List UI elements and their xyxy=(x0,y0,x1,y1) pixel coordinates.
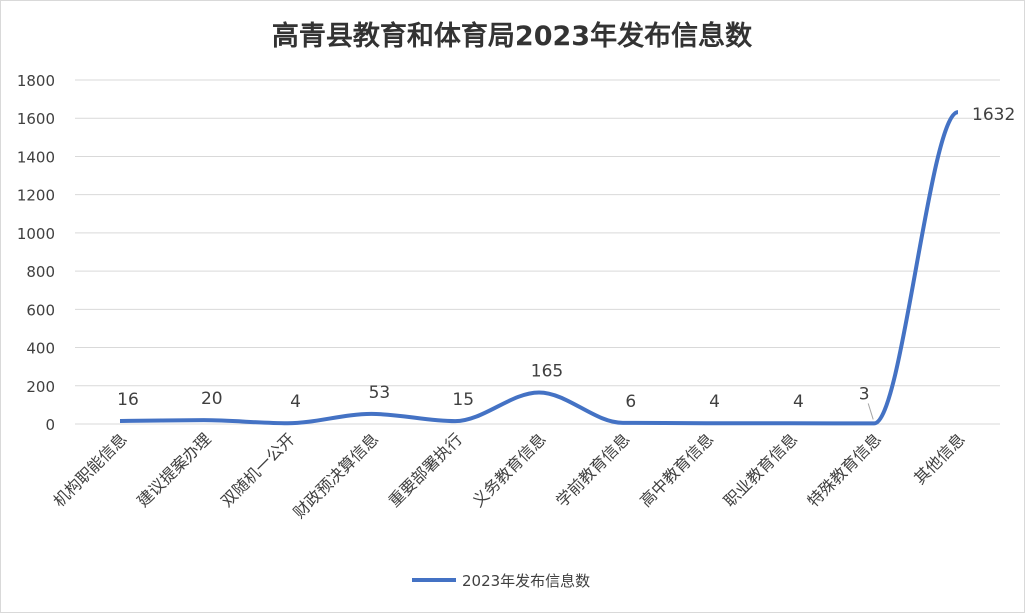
y-tick-label: 800 xyxy=(26,263,55,281)
x-tick-label: 重要部署执行 xyxy=(385,429,466,510)
x-tick-label: 财政预决算信息 xyxy=(290,429,383,522)
y-tick-label: 1200 xyxy=(17,187,55,205)
data-label: 16 xyxy=(117,390,139,410)
x-tick-label: 双随机一公开 xyxy=(217,429,298,510)
data-label: 1632 xyxy=(972,105,1015,125)
y-tick-label: 400 xyxy=(26,340,55,358)
x-tick-label: 义务教育信息 xyxy=(469,429,550,510)
chart-title: 高青县教育和体育局2023年发布信息数 xyxy=(272,20,753,52)
y-tick-label: 0 xyxy=(45,416,55,434)
y-tick-label: 1600 xyxy=(17,110,55,128)
data-label: 4 xyxy=(709,392,720,412)
data-label: 4 xyxy=(290,392,301,412)
y-tick-label: 1400 xyxy=(17,148,55,166)
y-tick-label: 600 xyxy=(26,301,55,319)
series-line xyxy=(119,110,959,426)
legend: 2023年发布信息数 xyxy=(412,572,590,590)
x-tick-label: 学前教育信息 xyxy=(552,429,633,510)
data-label: 15 xyxy=(452,390,474,410)
x-tick-label: 职业教育信息 xyxy=(720,429,801,510)
data-label: 53 xyxy=(369,383,391,403)
legend-label: 2023年发布信息数 xyxy=(462,572,590,590)
x-tick-label: 建议提案办理 xyxy=(133,429,214,510)
x-tick-label: 其他信息 xyxy=(910,429,969,488)
y-tick-label: 1000 xyxy=(17,225,55,243)
data-label: 6 xyxy=(625,392,636,412)
data-label: 4 xyxy=(793,392,804,412)
y-tick-label: 1800 xyxy=(17,72,55,90)
x-tick-label: 特殊教育信息 xyxy=(804,429,885,510)
data-label: 165 xyxy=(531,361,563,381)
x-tick-label: 机构职能信息 xyxy=(50,429,131,510)
x-tick-label: 高中教育信息 xyxy=(636,429,717,510)
y-tick-label: 200 xyxy=(26,378,55,396)
data-label: 3 xyxy=(859,384,870,404)
data-label: 20 xyxy=(201,389,223,409)
leader-line xyxy=(867,403,874,420)
